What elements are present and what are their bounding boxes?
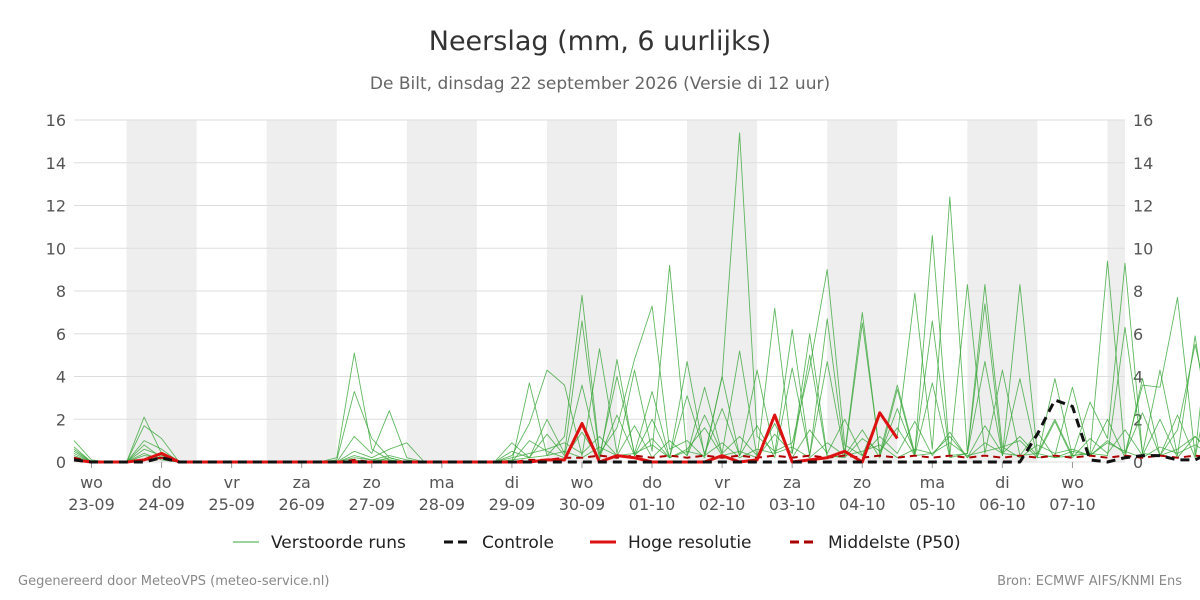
x-tick-day-1: do: [152, 473, 172, 492]
legend-label-1: Controle: [482, 533, 554, 553]
hires-line: [73, 411, 899, 464]
y-tick-right-10: 10: [1133, 239, 1153, 258]
x-tick-day-13: di: [995, 473, 1010, 492]
x-tick-date-11: 04-10: [839, 495, 886, 514]
y-tick-right-6: 6: [1133, 325, 1143, 344]
x-tick-date-10: 03-10: [769, 495, 816, 514]
x-tick-day-8: do: [642, 473, 662, 492]
x-tick-day-14: wo: [1061, 473, 1084, 492]
x-tick-date-2: 25-09: [208, 495, 255, 514]
y-tick-right-8: 8: [1133, 282, 1143, 301]
y-tick-right-0: 0: [1133, 453, 1143, 472]
x-tick-date-14: 07-10: [1049, 495, 1096, 514]
x-tick-date-13: 06-10: [979, 495, 1026, 514]
chart-subtitle: De Bilt, dinsdag 22 september 2026 (Vers…: [370, 74, 830, 94]
chart-title: Neerslag (mm, 6 uurlijks): [429, 26, 771, 57]
x-tick-day-0: wo: [80, 473, 103, 492]
y-axis-left: 0 2 4 6 8 10 12 14 16: [46, 111, 66, 472]
x-tick-date-12: 05-10: [909, 495, 956, 514]
x-tick-date-9: 02-10: [699, 495, 746, 514]
x-tick-date-1: 24-09: [138, 495, 185, 514]
x-tick-day-3: za: [293, 473, 311, 492]
y-tick-left-16: 16: [46, 111, 66, 130]
x-tick-date-7: 30-09: [559, 495, 606, 514]
y-tick-left-4: 4: [56, 368, 66, 387]
y-tick-left-6: 6: [56, 325, 66, 344]
x-tick-date-5: 28-09: [419, 495, 466, 514]
legend-label-0: Verstoorde runs: [271, 533, 406, 553]
footer-generated: Gegenereerd door MeteoVPS (meteo-service…: [18, 574, 329, 589]
x-tick-day-5: ma: [429, 473, 454, 492]
x-tick-day-4: zo: [363, 473, 381, 492]
x-tick-date-0: 23-09: [68, 495, 115, 514]
x-tick-day-9: vr: [714, 473, 730, 492]
y-tick-left-10: 10: [46, 239, 66, 258]
x-tick-day-11: zo: [853, 473, 871, 492]
legend-label-3: Middelste (P50): [828, 533, 961, 553]
x-tick-date-4: 27-09: [349, 495, 396, 514]
x-tick-date-8: 01-10: [629, 495, 676, 514]
x-tick-day-2: vr: [224, 473, 240, 492]
legend: Verstoorde runs Controle Hoge resolutie Mid…: [233, 533, 961, 553]
y-tick-right-14: 14: [1133, 154, 1153, 173]
y-tick-left-8: 8: [56, 282, 66, 301]
x-tick-day-7: wo: [571, 473, 594, 492]
x-tick-date-6: 29-09: [489, 495, 536, 514]
x-tick-day-10: za: [783, 473, 801, 492]
footer-source: Bron: ECMWF AIFS/KNMI Ens: [997, 574, 1182, 589]
y-tick-left-0: 0: [56, 453, 66, 472]
x-tick-day-6: di: [505, 473, 520, 492]
y-tick-right-4: 4: [1133, 368, 1143, 387]
x-tick-date-3: 26-09: [278, 495, 325, 514]
x-axis: wo 23-09 do 24-09 vr 25-09 za 26-09 zo 27-09 ma 28-…: [68, 462, 1096, 514]
y-tick-left-2: 2: [56, 410, 66, 429]
series-group: [73, 132, 1200, 464]
y-tick-right-16: 16: [1133, 111, 1153, 130]
y-tick-left-12: 12: [46, 197, 66, 216]
y-tick-left-14: 14: [46, 154, 66, 173]
x-tick-day-12: ma: [920, 473, 945, 492]
legend-label-2: Hoge resolutie: [628, 533, 752, 553]
y-tick-right-12: 12: [1133, 197, 1153, 216]
